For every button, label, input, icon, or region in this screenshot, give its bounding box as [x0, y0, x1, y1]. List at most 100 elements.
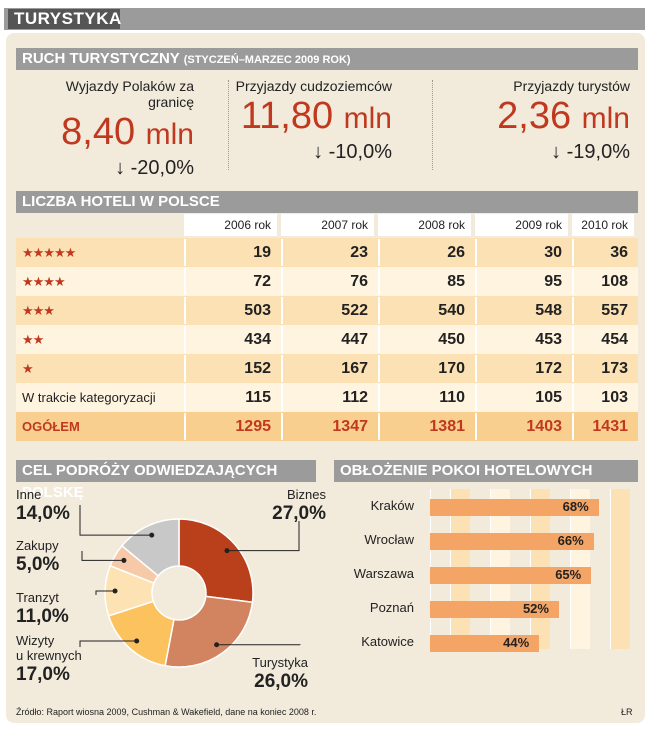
bar [430, 567, 592, 584]
table-cell: 557 [572, 297, 634, 324]
table-cell: 105 [475, 384, 568, 411]
bar [430, 635, 540, 652]
tourism-section-header: RUCH TURYSTYCZNY (STYCZEŃ–MARZEC 2009 RO… [16, 48, 638, 70]
leader-line [81, 551, 124, 561]
donut-chart [79, 505, 301, 668]
table-total-row: OGÓŁEM 1295 1347 1381 1403 1431 [16, 412, 638, 441]
table-cell: 548 [475, 297, 568, 324]
leader-dot [149, 532, 155, 538]
bar-label: Wrocław [364, 532, 414, 547]
purpose-title: CEL PODRÓŻY ODWIEDZAJĄCYCH POLSKĘ [22, 462, 278, 501]
table-cell: 434 [184, 326, 277, 353]
table-cell: 72 [184, 268, 277, 295]
table-cell: 170 [378, 355, 471, 382]
leader-dot [134, 638, 140, 644]
table-cell: 103 [572, 384, 634, 411]
bar-value: 68% [562, 499, 589, 514]
table-cell: 172 [475, 355, 568, 382]
pie-slice [120, 518, 180, 577]
stat-change: ↓ -19,0% [551, 141, 630, 163]
table-cell: 1347 [281, 413, 374, 440]
slice-name: Wizyty [16, 633, 55, 648]
stat-change: ↓ -10,0% [313, 141, 392, 163]
hotels-section-header: LICZBA HOTELI W POLSCE [16, 191, 638, 213]
stat-value: 8,40 mln [61, 111, 194, 153]
leader-dot [121, 557, 127, 563]
tourism-subtitle: (STYCZEŃ–MARZEC 2009 ROK) [183, 54, 351, 66]
star-rating-label: ★★★★★ [22, 245, 76, 260]
tourism-title: RUCH TURYSTYCZNY [22, 50, 180, 67]
bar-label: Katowice [361, 634, 414, 649]
arrow-down-icon: ↓ [313, 141, 324, 163]
slice-value: 14,0% [16, 503, 70, 524]
star-rating-label: ★ [22, 361, 34, 376]
source-note: Źródło: Raport wiosna 2009, Cushman & Wa… [16, 707, 317, 717]
table-cell: 1431 [572, 413, 634, 440]
purpose-chart: Biznes 27,0% Turystyka 26,0% Wizyty u krewnyc… [16, 485, 326, 700]
arrow-down-icon: ↓ [551, 141, 562, 163]
stat-change: ↓ -20,0% [115, 157, 194, 179]
star-rating-label: ★★★★ [22, 274, 66, 289]
table-cell: 19 [184, 239, 277, 266]
pie-slice [164, 595, 254, 668]
divider [432, 80, 433, 170]
slice-name: Biznes [286, 487, 326, 502]
leader-dot [224, 548, 230, 554]
arrow-down-icon: ↓ [115, 157, 126, 179]
leader-line [227, 521, 300, 552]
table-cell: 112 [281, 384, 374, 411]
table-cell: 167 [281, 355, 374, 382]
table-row: ★★ 434 447 450 453 454 [16, 325, 638, 354]
column-header: 2010 rok [572, 214, 634, 236]
occupancy-section-header: OBŁOŻENIE POKOI HOTELOWYCH [334, 460, 638, 482]
table-cell: 540 [378, 297, 471, 324]
leader-dot [112, 588, 118, 594]
author-initials: ŁR [621, 707, 633, 717]
bar [430, 533, 594, 550]
stat-label: Przyjazdy turystów [513, 78, 630, 94]
bar-label: Warszawa [353, 566, 414, 581]
stat-value: 11,80 mln [240, 95, 392, 137]
table-cell: 108 [572, 268, 634, 295]
table-cell: 85 [378, 268, 471, 295]
table-cell: 36 [572, 239, 634, 266]
slice-name: Zakupy [16, 538, 59, 553]
stat-foreigners: Przyjazdy cudzoziemców 11,80 mln ↓ -10,0… [228, 78, 392, 164]
pie-slice [107, 600, 175, 667]
stat-departures: Wyjazdy Polaków za granicę 8,40 mln ↓ -2… [22, 78, 194, 180]
slice-name: u krewnych [16, 648, 82, 663]
stat-tourists: Przyjazdy turystów 2,36 mln ↓ -19,0% [432, 78, 630, 164]
stat-label: Przyjazdy cudzoziemców [235, 78, 392, 94]
bar-value: 65% [555, 567, 582, 582]
table-cell: 447 [281, 326, 374, 353]
slice-name: Tranzyt [16, 590, 59, 605]
slice-value: 27,0% [272, 503, 326, 524]
stat-value: 2,36 mln [497, 95, 630, 137]
leader-dot [214, 642, 220, 648]
table-cell: 453 [475, 326, 568, 353]
pie-slice [178, 518, 254, 604]
table-cell: 173 [572, 355, 634, 382]
table-row: ★ 152 167 170 172 173 [16, 354, 638, 383]
leader-line [79, 505, 152, 536]
leader-line [79, 640, 137, 647]
table-cell: 152 [184, 355, 277, 382]
slice-label: Turystyka 26,0% [248, 655, 308, 694]
bar-value: 44% [503, 635, 530, 650]
slice-label: Wizyty u krewnych 17,0% [16, 633, 82, 687]
occupancy-chart: Kraków 68% Wrocław 66% Warszawa 65% Poznań 52% K… [334, 485, 638, 665]
divider [228, 80, 229, 170]
hotels-title: LICZBA HOTELI W POLSCE [22, 193, 220, 210]
table-cell: 1381 [378, 413, 471, 440]
row-label: OGÓŁEM [22, 419, 80, 434]
table-row: ★★★★ 72 76 85 95 108 [16, 267, 638, 296]
slice-value: 5,0% [16, 554, 60, 575]
star-rating-label: ★★ [22, 332, 44, 347]
table-cell: 503 [184, 297, 277, 324]
bar-label: Poznań [369, 600, 414, 615]
table-cell: 522 [281, 297, 374, 324]
table-cell: 1295 [184, 413, 277, 440]
page-title: TURYSTYKA [8, 9, 121, 29]
table-row: ★★★ 503 522 540 548 557 [16, 296, 638, 325]
table-cell: 454 [572, 326, 634, 353]
